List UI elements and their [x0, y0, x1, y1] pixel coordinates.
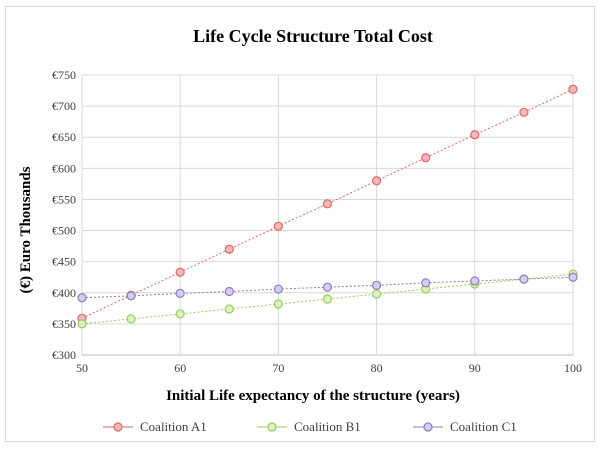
x-tick-label: 80: [371, 361, 383, 375]
y-axis-ticks: €300 €350 €400 €450 €500 €550 €600 €650 €700 €750: [52, 68, 76, 362]
data-point: [519, 274, 529, 284]
data-point: [421, 153, 431, 163]
series-coalition-b1: [77, 269, 578, 329]
x-tick-label: 60: [174, 361, 186, 375]
data-point: [470, 276, 480, 286]
data-point: [568, 272, 578, 282]
legend-item: Coalition C1: [413, 419, 517, 434]
data-point: [519, 107, 529, 117]
data-point: [126, 314, 136, 324]
legend-label: Coalition A1: [140, 419, 207, 434]
data-point: [224, 304, 234, 314]
data-point: [421, 278, 431, 288]
data-point: [568, 84, 578, 94]
y-axis-title: (€) Euro Thousands: [18, 166, 34, 293]
series-coalition-c1: [77, 272, 578, 303]
chart-title: Life Cycle Structure Total Cost: [193, 26, 433, 46]
y-tick-label: €300: [52, 348, 76, 362]
data-point: [372, 176, 382, 186]
data-point: [273, 221, 283, 231]
grid-lines: [81, 74, 574, 356]
y-tick-label: €700: [52, 99, 76, 113]
data-point: [273, 299, 283, 309]
data-point: [126, 291, 136, 301]
y-tick-label: €400: [52, 286, 76, 300]
data-point: [322, 199, 333, 209]
data-point: [224, 244, 234, 254]
x-tick-label: 50: [76, 361, 88, 375]
y-tick-label: €600: [52, 161, 76, 175]
data-point: [372, 280, 382, 290]
data-point: [322, 282, 333, 292]
data-point: [77, 293, 87, 303]
data-point: [470, 130, 480, 140]
legend: Coalition A1 Coalition B1 Coalition C1: [103, 419, 517, 434]
data-point: [175, 267, 185, 277]
data-point: [372, 289, 382, 299]
chart-frame: [5, 6, 595, 442]
y-tick-label: €500: [52, 224, 76, 238]
legend-marker: [267, 422, 277, 432]
legend-item: Coalition B1: [257, 419, 361, 434]
x-tick-label: 100: [564, 361, 582, 375]
y-tick-label: €550: [52, 192, 76, 206]
data-point: [175, 288, 185, 298]
x-tick-label: 90: [469, 361, 481, 375]
x-tick-label: 70: [272, 361, 284, 375]
legend-marker: [113, 422, 123, 432]
y-tick-label: €650: [52, 130, 76, 144]
legend-label: Coalition B1: [294, 419, 361, 434]
data-point: [224, 286, 234, 297]
legend-label: Coalition C1: [450, 419, 517, 434]
legend-marker: [423, 422, 433, 432]
series-group: [77, 84, 578, 329]
y-tick-label: €350: [52, 317, 76, 331]
y-tick-label: €750: [52, 68, 76, 82]
data-point: [77, 319, 87, 329]
x-axis-title: Initial Life expectancy of the structure…: [166, 388, 460, 404]
y-tick-label: €450: [52, 255, 76, 269]
data-point: [273, 284, 283, 294]
legend-item: Coalition A1: [103, 419, 207, 434]
x-axis-ticks: 50 60 70 80 90 100: [76, 361, 582, 375]
data-point: [175, 309, 185, 319]
data-point: [322, 294, 333, 304]
